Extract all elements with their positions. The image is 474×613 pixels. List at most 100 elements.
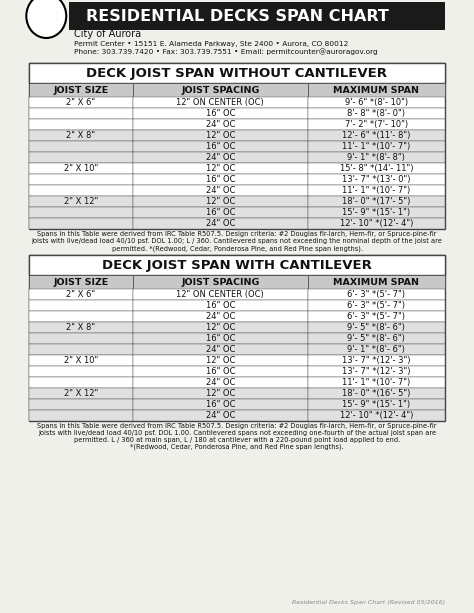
Text: 24" OC: 24" OC [206,186,235,195]
Text: 6'- 3" *(5'- 7"): 6'- 3" *(5'- 7") [347,290,405,299]
Text: 12" OC: 12" OC [206,389,235,398]
Text: 16" OC: 16" OC [206,334,235,343]
Text: 16" OC: 16" OC [206,367,235,376]
Text: 2" X 8": 2" X 8" [66,323,96,332]
Bar [308,196,445,207]
Text: 12" OC: 12" OC [206,356,235,365]
Text: 2" X 6": 2" X 6" [66,290,96,299]
Text: 24" OC: 24" OC [206,120,235,129]
Text: Residential Decks Span Chart (Revised 05/2016): Residential Decks Span Chart (Revised 05… [292,600,445,605]
Text: City of Aurora: City of Aurora [73,29,141,39]
Bar [308,207,445,218]
Text: Spans in this Table were derived from IRC Table R507.5. Design criteria: #2 Doug: Spans in this Table were derived from IR… [32,231,442,251]
Text: MAXIMUM SPAN: MAXIMUM SPAN [333,278,419,286]
Bar [308,152,445,163]
Bar [29,130,133,141]
Text: 24" OC: 24" OC [206,411,235,420]
Bar [29,388,133,399]
Bar [29,355,133,366]
Text: Phone: 303.739.7420 • Fax: 303.739.7551 • Email: permitcounter@auroragov.org: Phone: 303.739.7420 • Fax: 303.739.7551 … [73,48,377,55]
Text: 9'- 5" *(8'- 6"): 9'- 5" *(8'- 6") [347,334,405,343]
Text: 11'- 1" *(10'- 7"): 11'- 1" *(10'- 7") [342,186,410,195]
Text: 16" OC: 16" OC [206,175,235,184]
Bar [133,366,308,377]
Text: 2" X 6": 2" X 6" [66,98,96,107]
Bar [308,185,445,196]
Bar [29,141,133,152]
Text: 24" OC: 24" OC [206,153,235,162]
Bar [133,399,308,410]
Bar [133,152,308,163]
Bar [29,399,133,410]
Bar [29,300,133,311]
Bar [133,196,308,207]
Bar [29,63,445,83]
Text: 12'- 10" *(12'- 4"): 12'- 10" *(12'- 4") [340,219,413,228]
Bar [29,174,133,185]
Bar [308,275,445,289]
Bar [308,108,445,119]
Text: 24" OC: 24" OC [206,345,235,354]
Bar [29,185,133,196]
Text: 12'- 6" *(11'- 8"): 12'- 6" *(11'- 8") [342,131,410,140]
Bar [133,377,308,388]
Bar [133,207,308,218]
Text: 12" OC: 12" OC [206,164,235,173]
Text: 9'- 5" *(8'- 6"): 9'- 5" *(8'- 6") [347,323,405,332]
Text: 15'- 9" *(15'- 1"): 15'- 9" *(15'- 1") [342,208,410,217]
Text: 16" OC: 16" OC [206,208,235,217]
Bar [133,185,308,196]
Text: JOIST SPACING: JOIST SPACING [181,85,260,94]
Bar [29,344,133,355]
Bar [29,207,133,218]
Text: JOIST SPACING: JOIST SPACING [181,278,260,286]
Bar [133,83,308,97]
Bar [133,410,308,421]
Bar [133,130,308,141]
Text: 16" OC: 16" OC [206,400,235,409]
Text: 2" X 10": 2" X 10" [64,356,98,365]
Text: 2" X 10": 2" X 10" [64,164,98,173]
Text: 18'- 0" *(17'- 5"): 18'- 0" *(17'- 5") [342,197,410,206]
Text: 8'- 8" *(8'- 0"): 8'- 8" *(8'- 0") [347,109,405,118]
Text: DECK JOIST SPAN WITH CANTILEVER: DECK JOIST SPAN WITH CANTILEVER [102,259,372,272]
Text: RESIDENTIAL DECKS SPAN CHART: RESIDENTIAL DECKS SPAN CHART [86,9,388,23]
Text: 12" ON CENTER (OC): 12" ON CENTER (OC) [176,290,264,299]
Bar [29,152,133,163]
Bar [308,300,445,311]
Text: JOIST SIZE: JOIST SIZE [54,278,109,286]
Bar [308,322,445,333]
Bar [308,83,445,97]
Text: 12'- 10" *(12'- 4"): 12'- 10" *(12'- 4") [340,411,413,420]
Bar [29,255,445,421]
Text: 18'- 0" *(16'- 5"): 18'- 0" *(16'- 5") [342,389,410,398]
Text: 9'- 6" *(8'- 10"): 9'- 6" *(8'- 10") [345,98,408,107]
Text: 7'- 2" *(7'- 10"): 7'- 2" *(7'- 10") [345,120,408,129]
Text: 24" OC: 24" OC [206,219,235,228]
Text: MAXIMUM SPAN: MAXIMUM SPAN [333,85,419,94]
Bar [29,311,133,322]
Text: 24" OC: 24" OC [206,312,235,321]
Text: 11'- 1" *(10'- 7"): 11'- 1" *(10'- 7") [342,378,410,387]
Bar [308,174,445,185]
Bar [29,108,133,119]
Text: 15'- 8" *(14'- 11"): 15'- 8" *(14'- 11") [339,164,413,173]
Text: JOIST SIZE: JOIST SIZE [54,85,109,94]
Bar [308,388,445,399]
Bar [29,333,133,344]
Bar [29,63,445,229]
Text: 16" OC: 16" OC [206,301,235,310]
Bar [308,366,445,377]
Bar [308,97,445,108]
Bar [133,141,308,152]
Bar [133,289,308,300]
Text: 12" OC: 12" OC [206,323,235,332]
Text: 9'- 1" *(8'- 6"): 9'- 1" *(8'- 6") [347,345,405,354]
Bar [133,388,308,399]
Text: 2" X 12": 2" X 12" [64,197,98,206]
Bar [29,83,133,97]
Bar [308,311,445,322]
Text: DECK JOIST SPAN WITHOUT CANTILEVER: DECK JOIST SPAN WITHOUT CANTILEVER [86,66,388,80]
Bar [133,333,308,344]
Bar [308,410,445,421]
